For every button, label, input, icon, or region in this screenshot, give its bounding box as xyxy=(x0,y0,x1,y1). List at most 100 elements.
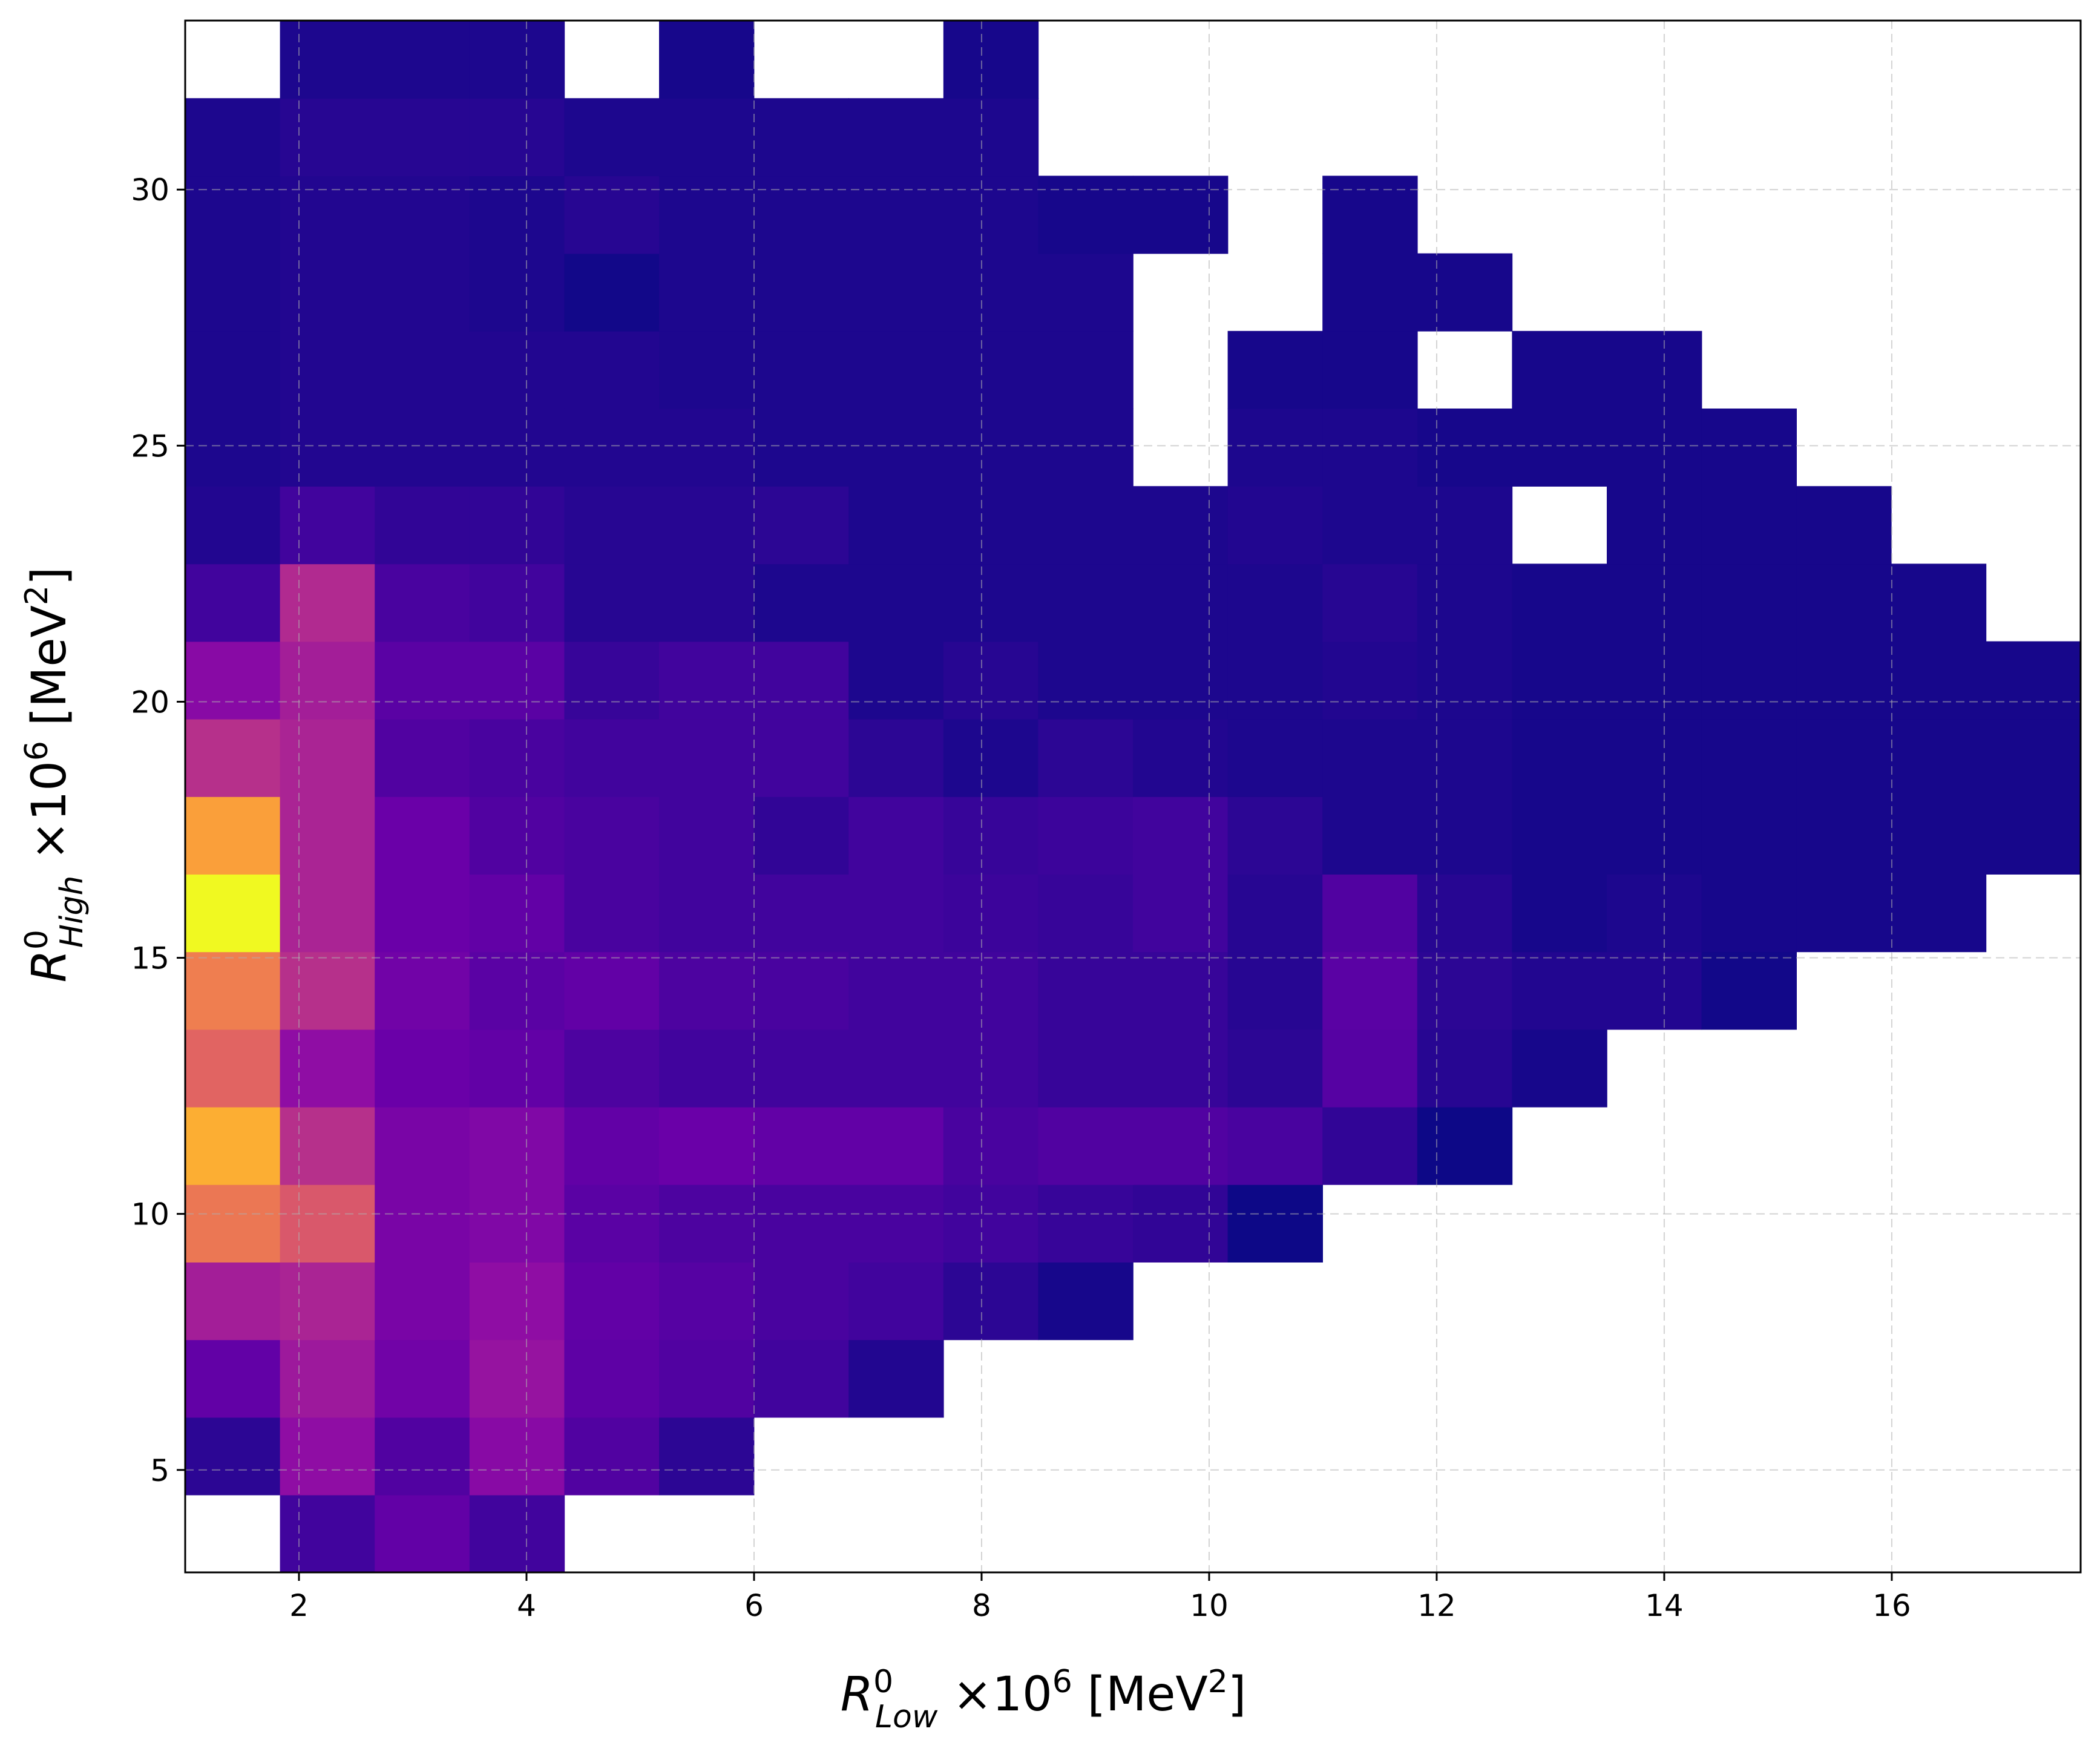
heatmap-cell xyxy=(1417,1029,1513,1108)
heatmap-cell xyxy=(848,951,944,1030)
heatmap-cell xyxy=(469,641,565,720)
heatmap-cell xyxy=(1038,1262,1134,1341)
heatmap-cell xyxy=(185,1417,281,1496)
y-label-sup: 0 xyxy=(19,930,55,950)
heatmap-cell xyxy=(848,1339,944,1418)
heatmap-cell xyxy=(1701,874,1797,953)
heatmap-cell xyxy=(1038,951,1134,1030)
heatmap-cell xyxy=(564,1184,660,1263)
heatmap-cell xyxy=(943,98,1039,177)
heatmap-cell xyxy=(375,486,470,565)
heatmap-cell xyxy=(469,330,565,409)
heatmap-cell xyxy=(1322,796,1418,875)
grid-lines xyxy=(185,21,2081,1572)
heatmap-cell xyxy=(564,796,660,875)
heatmap-cell xyxy=(1607,486,1702,565)
heatmap-cell xyxy=(1796,486,1892,565)
heatmap-cell xyxy=(469,1106,565,1185)
heatmap-cell xyxy=(280,796,375,875)
heatmap-cell xyxy=(1322,1106,1418,1185)
heatmap-cell xyxy=(469,176,565,254)
heatmap-cell xyxy=(375,951,470,1030)
x-tick-label: 14 xyxy=(1645,1588,1684,1623)
heatmap-cell xyxy=(1607,874,1702,953)
heatmap-cell xyxy=(1512,330,1607,409)
heatmap-cell xyxy=(659,1417,755,1496)
heatmap-cell xyxy=(1417,718,1513,797)
heatmap-cell xyxy=(375,874,470,953)
heatmap-cell xyxy=(280,1029,375,1108)
heatmap-cell xyxy=(659,1262,755,1341)
x-tick-label: 12 xyxy=(1417,1588,1456,1623)
heatmap-cell xyxy=(185,951,281,1030)
heatmap-cell xyxy=(1701,641,1797,720)
heatmap-cell xyxy=(1133,176,1229,254)
y-tick-label: 15 xyxy=(131,941,169,976)
heatmap-cell xyxy=(185,1029,281,1108)
heatmap-cell xyxy=(1796,718,1892,797)
heatmap-cell xyxy=(1796,874,1892,953)
heatmap-cell xyxy=(659,486,755,565)
heatmap-cell xyxy=(1322,951,1418,1030)
heatmap-cell xyxy=(848,1184,944,1263)
heatmap-cell xyxy=(1417,951,1513,1030)
heatmap-cell xyxy=(1701,486,1797,565)
heatmap-cell xyxy=(1133,1106,1229,1185)
heatmap-cell xyxy=(943,176,1039,254)
heatmap-cell xyxy=(1512,563,1607,642)
heatmap-cell xyxy=(375,641,470,720)
heatmap-cell xyxy=(1227,486,1323,565)
heatmap-cell xyxy=(564,718,660,797)
heatmap-cell xyxy=(943,1029,1039,1108)
heatmap-cell xyxy=(1133,874,1229,953)
heatmap-cell xyxy=(469,718,565,797)
heatmap-cell xyxy=(1227,563,1323,642)
heatmap-cell xyxy=(280,951,375,1030)
heatmap-cell xyxy=(280,641,375,720)
heatmap-cell xyxy=(753,1339,849,1418)
heatmap-cell xyxy=(848,98,944,177)
heatmap-cell xyxy=(1322,176,1418,254)
heatmap-cell xyxy=(185,1339,281,1418)
heatmap-cell xyxy=(1038,641,1134,720)
heatmap-cell xyxy=(280,486,375,565)
heatmap-cell xyxy=(1322,1029,1418,1108)
y-tick-label: 20 xyxy=(131,685,169,720)
heatmap-cell xyxy=(564,486,660,565)
heatmap-cell xyxy=(1322,486,1418,565)
heatmap-cell xyxy=(280,1339,375,1418)
heatmap-cell xyxy=(1417,796,1513,875)
heatmap-cell xyxy=(848,1029,944,1108)
heatmap-cell xyxy=(848,486,944,565)
heatmap-cell xyxy=(1322,253,1418,332)
heatmap-cell xyxy=(469,98,565,177)
heatmap-cell xyxy=(1038,409,1134,487)
heatmap-cell xyxy=(469,1417,565,1496)
heatmap-cell xyxy=(1133,796,1229,875)
heatmap-cell xyxy=(375,718,470,797)
heatmap-cell xyxy=(1227,409,1323,487)
heatmap-cell xyxy=(753,796,849,875)
heatmap-cell xyxy=(659,1106,755,1185)
heatmap-cell xyxy=(1607,951,1702,1030)
heatmap-cell xyxy=(659,1029,755,1108)
heatmap-cell xyxy=(375,1417,470,1496)
x-label-exp: 6 xyxy=(1052,1664,1072,1700)
heatmap-cell xyxy=(753,98,849,177)
heatmap-cell xyxy=(1227,1106,1323,1185)
heatmap-cell xyxy=(943,563,1039,642)
heatmap-cell xyxy=(848,409,944,487)
heatmap-cell xyxy=(1227,718,1323,797)
heatmap-cell xyxy=(564,98,660,177)
heatmap-cell xyxy=(1512,1029,1607,1108)
heatmap-cell xyxy=(753,641,849,720)
heatmap-cell xyxy=(1607,409,1702,487)
heatmap-cell xyxy=(1512,409,1607,487)
heatmap-cell xyxy=(375,98,470,177)
x-axis-ticks: 2 4 6 8 10 12 14 16 xyxy=(289,1572,1911,1623)
heatmap-cell xyxy=(280,1262,375,1341)
heatmap-cell xyxy=(469,1494,565,1573)
heatmap-cell xyxy=(848,796,944,875)
heatmap-cell xyxy=(753,1184,849,1263)
heatmap-cell xyxy=(185,563,281,642)
